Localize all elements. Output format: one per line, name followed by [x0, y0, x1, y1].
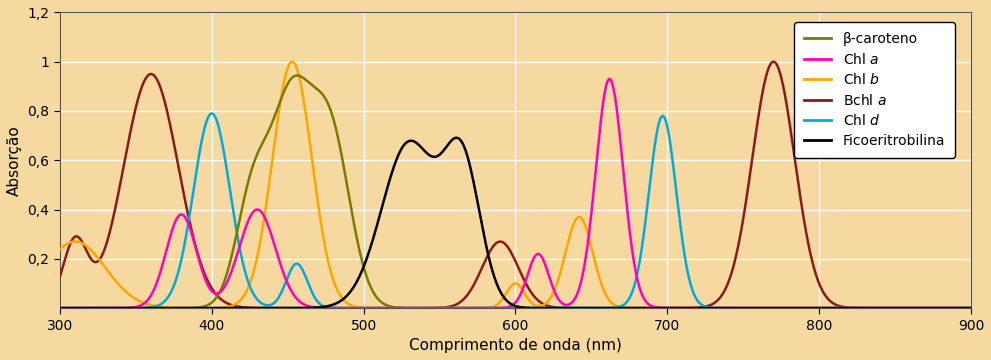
Y-axis label: Absorção: Absorção	[7, 125, 22, 195]
X-axis label: Comprimento de onda (nm): Comprimento de onda (nm)	[409, 338, 621, 353]
Legend: β-caroteno, Chl $a$, Chl $b$, Bchl $a$, Chl $d$, Ficoeritrobilina: β-caroteno, Chl $a$, Chl $b$, Bchl $a$, …	[794, 22, 954, 158]
